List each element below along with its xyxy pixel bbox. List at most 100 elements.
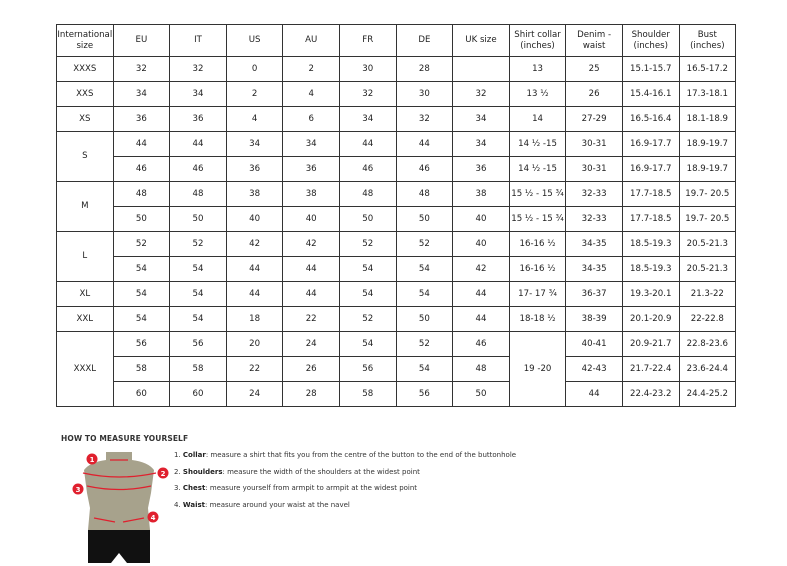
- table-cell: 18.5-19.3: [621, 231, 680, 257]
- table-cell: 56: [338, 356, 397, 382]
- table-cell: 36: [225, 156, 284, 182]
- table-cell: 13 ½: [508, 81, 567, 107]
- table-row: M 48 48 38 38 48 48 38 15 ½ - 15 ¾ 32-33 17.7-18.5…: [56, 181, 737, 232]
- table-cell: 36: [282, 156, 340, 182]
- table-cell: 18.9-19.7: [678, 131, 737, 157]
- table-cell: 20.9-21.7: [621, 331, 680, 357]
- table-cell: 54: [112, 306, 171, 332]
- table-cell: 34: [452, 131, 510, 157]
- table-cell: 16-16 ½: [508, 231, 567, 257]
- table-cell: 24: [282, 331, 340, 357]
- table-cell: 54: [169, 256, 227, 282]
- table-cell: 46: [112, 156, 171, 182]
- table-cell: 36: [452, 156, 510, 182]
- table-row: 46 46 36 36 46 46 36 14 ½ -15 30-31 16.9-17.7 18.9…: [57, 156, 737, 182]
- table-cell: 30: [338, 56, 397, 82]
- table-cell: 52: [395, 331, 454, 357]
- table-cell: 18-18 ½: [508, 306, 567, 332]
- table-cell: 17.7-18.5: [621, 206, 680, 232]
- table-cell: 16.5-16.4: [621, 106, 680, 132]
- table-cell: 15.1-15.7: [621, 56, 680, 82]
- table-cell: 60: [112, 381, 171, 407]
- table-cell: 48: [338, 181, 397, 207]
- column-header: Shirt collar (inches): [508, 24, 567, 57]
- table-cell: 34: [112, 81, 171, 107]
- table-cell: 19.3-20.1: [621, 281, 680, 307]
- table-cell: 56: [112, 331, 171, 357]
- table-cell: 21.3-22: [678, 281, 737, 307]
- column-header: US: [225, 24, 284, 57]
- table-cell: 34-35: [565, 231, 623, 257]
- table-cell: 44: [282, 281, 340, 307]
- column-header: Bust (inches): [678, 24, 737, 57]
- table-cell: 18.9-19.7: [678, 156, 737, 182]
- size-label: XXXS: [56, 56, 114, 82]
- column-header: UK size: [452, 24, 510, 57]
- table-cell: 38-39: [565, 306, 623, 332]
- step-collar: 1. Collar: measure a shirt that fits you…: [174, 451, 517, 459]
- table-cell: 20.5-21.3: [678, 231, 737, 257]
- table-cell: 50: [112, 206, 171, 232]
- table-cell: 38: [282, 181, 340, 207]
- torso-figure: 1 2 3 4: [72, 452, 169, 563]
- table-cell: 25: [565, 56, 623, 82]
- step-shoulders: 2. Shoulders: measure the width of the s…: [174, 467, 420, 476]
- step-waist: 4. Waist: measure around your waist at t…: [174, 500, 350, 509]
- size-label: XXXL: [56, 331, 114, 407]
- table-cell: 28: [282, 381, 340, 407]
- table-cell: 36: [169, 106, 227, 132]
- table-cell: 48: [395, 181, 454, 207]
- table-row: XXXL 56 56 20 24 54 52 46 19 -20 40-41 20.9-21.7 22…: [56, 331, 737, 407]
- table-cell: 54: [338, 331, 397, 357]
- table-cell: 0: [225, 56, 284, 82]
- measure-title: HOW TO MEASURE YOURSELF: [61, 434, 189, 443]
- table-cell: 19.7- 20.5: [678, 206, 737, 232]
- column-header: AU: [282, 24, 340, 57]
- table-cell: 48: [452, 356, 510, 382]
- table-cell: 48: [169, 181, 227, 207]
- table-cell: 42: [282, 231, 340, 257]
- table-cell: 32-33: [565, 206, 623, 232]
- table-cell: 42-43: [565, 356, 623, 382]
- table-cell: 50: [452, 381, 510, 407]
- column-header: DE: [395, 24, 454, 57]
- table-cell: 36-37: [565, 281, 623, 307]
- table-cell: 2: [225, 81, 284, 107]
- table-cell: 44: [225, 281, 284, 307]
- table-cell: 58: [338, 381, 397, 407]
- table-row: XS 36 36 4 6 34 32 34 14 27-29 16.5-16.4 18.1-18.9: [56, 106, 737, 132]
- table-cell: 50: [395, 306, 454, 332]
- table-cell: 15 ½ - 15 ¾: [508, 181, 567, 207]
- table-cell: 52: [338, 306, 397, 332]
- table-cell: 44: [452, 306, 510, 332]
- torso-body: [84, 452, 154, 530]
- table-cell: 40: [452, 231, 510, 257]
- table-cell: 44: [338, 131, 397, 157]
- table-cell-merged: 19 -20: [508, 331, 567, 407]
- table-cell: 34: [225, 131, 284, 157]
- shorts: [88, 530, 150, 563]
- table-cell: 54: [169, 306, 227, 332]
- table-cell: 34: [169, 81, 227, 107]
- table-cell: 48: [112, 181, 171, 207]
- table-cell: 40: [225, 206, 284, 232]
- table-cell: 38: [452, 181, 510, 207]
- table-cell: 26: [282, 356, 340, 382]
- table-cell: 32: [452, 81, 510, 107]
- table-cell: 32: [112, 56, 171, 82]
- table-cell: 32: [395, 106, 454, 132]
- table-row: XXXS 32 32 0 2 30 28 13 25 15.1-15.7 16.5-17.2: [56, 56, 737, 82]
- table-cell: 13: [508, 56, 567, 82]
- table-cell: 50: [169, 206, 227, 232]
- table-cell: 30-31: [565, 156, 623, 182]
- table-cell: 36: [112, 106, 171, 132]
- measure-steps: 1. Collar: measure a shirt that fits you…: [174, 451, 516, 517]
- table-cell: 52: [112, 231, 171, 257]
- table-cell: 44: [225, 256, 284, 282]
- column-header: FR: [338, 24, 397, 57]
- table-cell: 54: [395, 356, 454, 382]
- table-row: 60 60 24 28 58 56 50 44 22.4-23.2 24.4-25.2: [57, 381, 737, 407]
- table-cell: 14 ½ -15: [508, 156, 567, 182]
- table-cell: 4: [282, 81, 340, 107]
- table-row: 54 54 44 44 54 54 42 16-16 ½ 34-35 18.5-19.3 20.5-…: [57, 256, 737, 282]
